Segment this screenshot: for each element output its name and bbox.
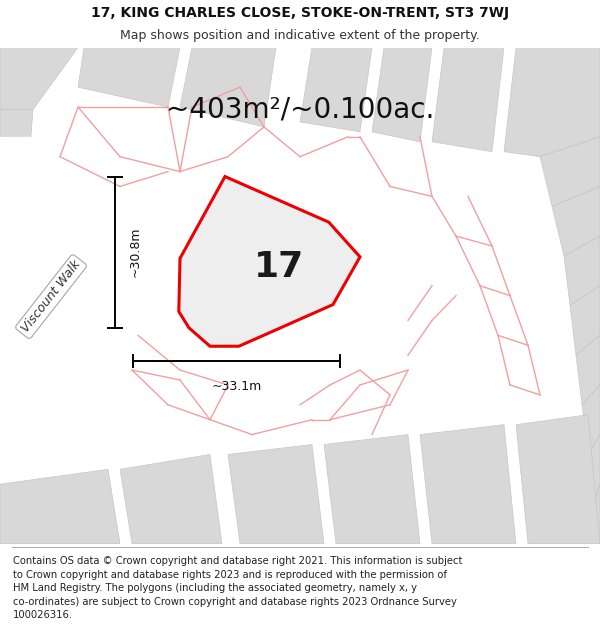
Text: HM Land Registry. The polygons (including the associated geometry, namely x, y: HM Land Registry. The polygons (includin… [13,583,417,593]
Polygon shape [300,48,372,132]
Polygon shape [0,186,144,306]
Polygon shape [179,176,360,346]
Polygon shape [228,444,324,544]
Polygon shape [552,186,600,256]
Polygon shape [0,246,108,345]
Text: ~30.8m: ~30.8m [128,227,142,278]
Text: 100026316.: 100026316. [13,610,73,620]
Text: co-ordinates) are subject to Crown copyright and database rights 2023 Ordnance S: co-ordinates) are subject to Crown copyr… [13,597,457,607]
Text: Viscount Walk: Viscount Walk [19,258,83,335]
Text: ~403m²/~0.100ac.: ~403m²/~0.100ac. [166,96,434,124]
Polygon shape [516,415,600,544]
Polygon shape [540,137,600,206]
Polygon shape [180,48,276,127]
Text: to Crown copyright and database rights 2023 and is reproduced with the permissio: to Crown copyright and database rights 2… [13,570,447,580]
Text: 17: 17 [254,250,304,284]
Polygon shape [576,336,600,405]
Polygon shape [372,48,432,142]
Text: Map shows position and indicative extent of the property.: Map shows position and indicative extent… [120,29,480,42]
Polygon shape [594,484,600,544]
Text: 17, KING CHARLES CLOSE, STOKE-ON-TRENT, ST3 7WJ: 17, KING CHARLES CLOSE, STOKE-ON-TRENT, … [91,6,509,20]
Polygon shape [0,109,33,186]
Polygon shape [324,434,420,544]
Polygon shape [120,454,222,544]
Polygon shape [0,48,78,109]
Polygon shape [564,236,600,306]
Polygon shape [0,469,120,544]
Polygon shape [504,48,600,157]
Polygon shape [582,385,600,454]
Polygon shape [570,286,600,355]
Polygon shape [78,48,180,107]
Polygon shape [432,48,504,152]
Polygon shape [0,137,180,345]
Polygon shape [420,424,516,544]
Text: Contains OS data © Crown copyright and database right 2021. This information is : Contains OS data © Crown copyright and d… [13,556,463,566]
Text: ~33.1m: ~33.1m [212,380,262,393]
Polygon shape [588,434,600,504]
